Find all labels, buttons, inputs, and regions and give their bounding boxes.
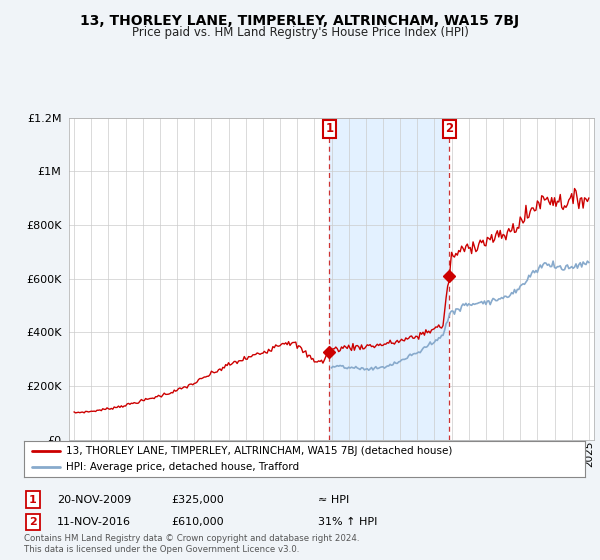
Text: 31% ↑ HPI: 31% ↑ HPI — [318, 517, 377, 527]
Text: 2: 2 — [29, 517, 37, 527]
Text: 2: 2 — [445, 123, 453, 136]
Text: 11-NOV-2016: 11-NOV-2016 — [57, 517, 131, 527]
Text: Contains HM Land Registry data © Crown copyright and database right 2024.: Contains HM Land Registry data © Crown c… — [24, 534, 359, 543]
Text: 20-NOV-2009: 20-NOV-2009 — [57, 494, 131, 505]
Text: 13, THORLEY LANE, TIMPERLEY, ALTRINCHAM, WA15 7BJ (detached house): 13, THORLEY LANE, TIMPERLEY, ALTRINCHAM,… — [66, 446, 452, 455]
Text: 13, THORLEY LANE, TIMPERLEY, ALTRINCHAM, WA15 7BJ: 13, THORLEY LANE, TIMPERLEY, ALTRINCHAM,… — [80, 14, 520, 28]
Text: ≈ HPI: ≈ HPI — [318, 494, 349, 505]
Text: 1: 1 — [325, 123, 334, 136]
Text: £325,000: £325,000 — [171, 494, 224, 505]
Text: £610,000: £610,000 — [171, 517, 224, 527]
Text: 1: 1 — [29, 494, 37, 505]
Text: HPI: Average price, detached house, Trafford: HPI: Average price, detached house, Traf… — [66, 463, 299, 472]
Text: Price paid vs. HM Land Registry's House Price Index (HPI): Price paid vs. HM Land Registry's House … — [131, 26, 469, 39]
Text: This data is licensed under the Open Government Licence v3.0.: This data is licensed under the Open Gov… — [24, 545, 299, 554]
Bar — [329, 118, 449, 440]
